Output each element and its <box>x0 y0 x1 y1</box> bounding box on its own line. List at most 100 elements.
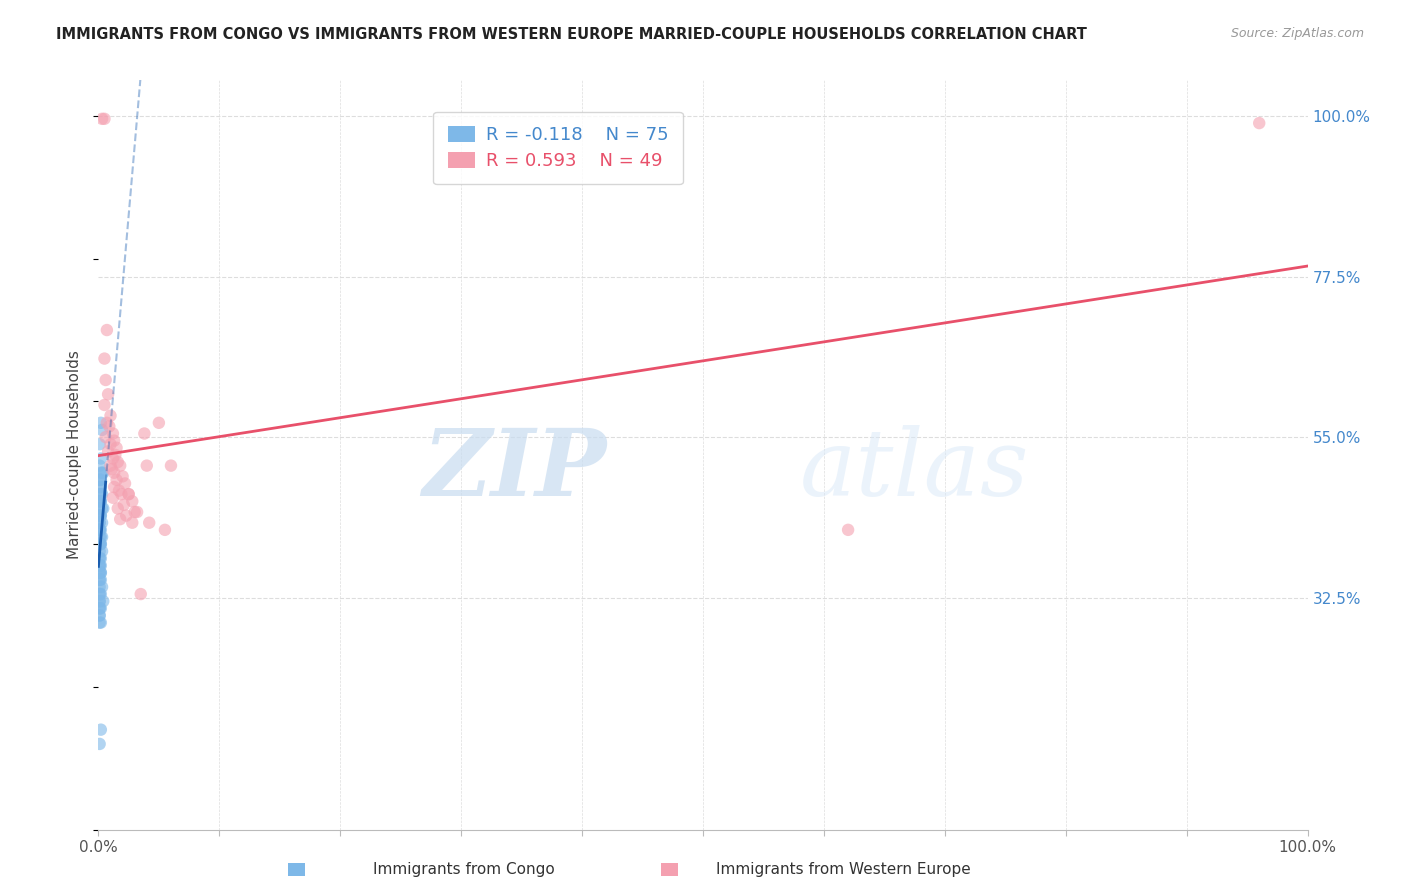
Point <box>112 498 135 512</box>
Point <box>103 480 125 494</box>
Point <box>90 530 112 544</box>
Point <box>90 480 112 494</box>
Point <box>89 558 111 573</box>
Point <box>89 473 111 487</box>
Point <box>89 615 111 630</box>
Point <box>89 587 111 601</box>
Point <box>89 566 111 580</box>
Point <box>93 112 115 126</box>
Point <box>89 601 111 615</box>
Point <box>89 480 111 494</box>
Text: Immigrants from Congo: Immigrants from Congo <box>373 863 555 877</box>
Point <box>118 487 141 501</box>
Point <box>105 441 128 455</box>
Point <box>90 551 112 566</box>
Point <box>98 419 121 434</box>
Point <box>94 373 117 387</box>
Point <box>115 508 138 523</box>
Point <box>90 615 112 630</box>
Point <box>104 448 127 462</box>
Point <box>91 530 114 544</box>
Point <box>89 558 111 573</box>
Point <box>93 351 115 366</box>
Point <box>138 516 160 530</box>
Point <box>89 544 111 558</box>
Point <box>89 458 111 473</box>
Point <box>90 566 112 580</box>
Point <box>90 494 112 508</box>
Legend: R = -0.118    N = 75, R = 0.593    N = 49: R = -0.118 N = 75, R = 0.593 N = 49 <box>433 112 683 185</box>
Point <box>91 423 114 437</box>
Point <box>89 523 111 537</box>
Point <box>105 473 128 487</box>
Point <box>101 451 124 466</box>
Point <box>93 398 115 412</box>
Point <box>101 426 124 441</box>
Point <box>89 594 111 608</box>
Point <box>110 487 132 501</box>
Point <box>837 523 859 537</box>
Point <box>97 444 120 458</box>
Point <box>103 434 125 448</box>
Text: atlas: atlas <box>800 425 1029 515</box>
Point <box>101 491 124 505</box>
Point <box>90 416 112 430</box>
Point <box>90 573 112 587</box>
Point <box>90 473 112 487</box>
Point <box>90 558 112 573</box>
Point <box>108 483 131 498</box>
Point <box>96 416 118 430</box>
Point <box>118 487 141 501</box>
Point <box>90 487 112 501</box>
Point <box>89 516 111 530</box>
Point <box>90 508 112 523</box>
Point <box>89 537 111 551</box>
Point <box>124 505 146 519</box>
Point <box>89 494 111 508</box>
Point <box>114 476 136 491</box>
Point <box>89 587 111 601</box>
Point <box>96 323 118 337</box>
Point <box>100 409 122 423</box>
Point <box>91 487 114 501</box>
Point <box>91 544 114 558</box>
Point <box>91 501 114 516</box>
Point <box>107 455 129 469</box>
Text: IMMIGRANTS FROM CONGO VS IMMIGRANTS FROM WESTERN EUROPE MARRIED-COUPLE HOUSEHOLD: IMMIGRANTS FROM CONGO VS IMMIGRANTS FROM… <box>56 27 1087 42</box>
Point <box>90 494 112 508</box>
Point <box>90 537 112 551</box>
Point <box>127 505 149 519</box>
Text: Immigrants from Western Europe: Immigrants from Western Europe <box>716 863 972 877</box>
Point <box>89 608 111 623</box>
Point <box>89 537 111 551</box>
Point <box>90 451 112 466</box>
Point <box>89 516 111 530</box>
Point <box>89 530 111 544</box>
Point <box>107 501 129 516</box>
Point <box>108 512 131 526</box>
Point <box>100 458 122 473</box>
Point <box>91 466 114 480</box>
Point <box>89 580 111 594</box>
Point <box>153 523 176 537</box>
Point <box>91 594 114 608</box>
Point <box>90 508 112 523</box>
Point <box>89 566 111 580</box>
Point <box>89 494 111 508</box>
Point <box>90 601 112 615</box>
Point <box>89 551 111 566</box>
Point <box>103 466 125 480</box>
Point <box>100 437 122 451</box>
Point <box>90 723 112 737</box>
Point <box>129 587 152 601</box>
Point <box>91 466 114 480</box>
Point <box>134 426 156 441</box>
Point <box>89 558 111 573</box>
Point <box>89 601 111 615</box>
Point <box>89 594 111 608</box>
Point <box>89 737 111 751</box>
Point <box>89 508 111 523</box>
Point <box>90 523 112 537</box>
Point <box>90 566 112 580</box>
Point <box>89 537 111 551</box>
